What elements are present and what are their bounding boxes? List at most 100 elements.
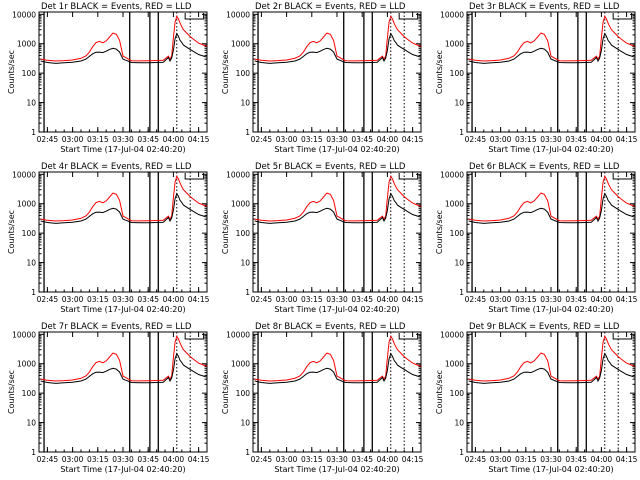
y-tick-label: 1000 [231, 200, 250, 209]
bracket-marker [398, 333, 419, 340]
y-tick-label: 1 [31, 288, 36, 297]
y-tick-label: 100 [22, 69, 37, 78]
x-tick-label: 02:45 [251, 135, 273, 144]
series-events-line [468, 32, 636, 64]
plot-frame [38, 331, 208, 453]
series-lld-line [40, 335, 208, 382]
x-tick-label: 04:00 [591, 135, 613, 144]
x-tick-label: 03:30 [112, 135, 134, 144]
y-axis-label: Counts/sec [435, 50, 444, 94]
series-events-line [40, 192, 208, 224]
panel-title: Det 1r BLACK = Events, RED = LLD [41, 2, 192, 12]
y-axis-label: Counts/sec [221, 370, 230, 414]
x-tick-label: 03:45 [351, 135, 373, 144]
x-tick-label: 04:00 [377, 135, 399, 144]
bracket-marker [184, 173, 205, 180]
panel-title: Det 6r BLACK = Events, RED = LLD [469, 162, 620, 172]
y-tick-label: 1 [31, 128, 36, 137]
series-lld-line [468, 175, 636, 222]
x-tick-label: 03:45 [137, 455, 159, 464]
y-tick-label: 1000 [445, 40, 464, 49]
x-tick-label: 03:30 [112, 455, 134, 464]
x-tick-label: 03:30 [326, 135, 348, 144]
x-axis-label: Start Time (17-Jul-04 02:40:20) [60, 465, 185, 474]
plot-frame [38, 171, 208, 293]
y-tick-label: 100 [236, 69, 251, 78]
panel-det-9: Det 9r BLACK = Events, RED = LLD 1 10 100 10… [435, 322, 638, 474]
x-tick-label: 04:15 [616, 455, 638, 464]
x-tick-label: 03:45 [565, 135, 587, 144]
x-axis-label: Start Time (17-Jul-04 02:40:20) [274, 465, 399, 474]
panel-title: Det 8r BLACK = Events, RED = LLD [255, 322, 406, 332]
x-tick-label: 03:15 [87, 295, 109, 304]
x-tick-label: 04:00 [591, 295, 613, 304]
x-tick-label: 03:15 [515, 135, 537, 144]
y-tick-label: 1 [459, 448, 464, 457]
y-tick-label: 1000 [231, 40, 250, 49]
x-tick-label: 03:30 [112, 295, 134, 304]
x-tick-label: 02:45 [37, 455, 59, 464]
series-events-line [468, 352, 636, 384]
series-events-line [254, 32, 422, 64]
y-tick-label: 100 [450, 389, 465, 398]
x-tick-label: 04:00 [591, 455, 613, 464]
y-tick-label: 10000 [226, 170, 250, 179]
x-tick-label: 02:45 [465, 295, 487, 304]
x-tick-label: 03:45 [351, 455, 373, 464]
x-tick-label: 03:30 [326, 295, 348, 304]
x-tick-label: 03:45 [565, 455, 587, 464]
x-tick-label: 03:15 [515, 295, 537, 304]
y-tick-label: 1000 [445, 360, 464, 369]
series-events-line [40, 32, 208, 64]
y-tick-label: 100 [236, 229, 251, 238]
y-tick-label: 10000 [12, 10, 36, 19]
y-tick-label: 100 [22, 229, 37, 238]
y-tick-label: 10000 [440, 10, 464, 19]
y-tick-label: 1 [31, 448, 36, 457]
x-axis-label: Start Time (17-Jul-04 02:40:20) [274, 145, 399, 154]
y-tick-label: 10000 [226, 10, 250, 19]
panel-title: Det 2r BLACK = Events, RED = LLD [255, 2, 406, 12]
y-tick-label: 1 [459, 128, 464, 137]
bracket-marker [398, 173, 419, 180]
y-tick-label: 1 [245, 448, 250, 457]
series-lld-line [254, 175, 422, 222]
y-tick-label: 100 [450, 229, 465, 238]
x-tick-label: 04:15 [188, 135, 210, 144]
x-tick-label: 03:30 [326, 455, 348, 464]
x-tick-label: 03:00 [62, 135, 84, 144]
x-tick-label: 03:00 [62, 455, 84, 464]
y-tick-label: 10 [26, 259, 36, 268]
y-tick-label: 1 [245, 128, 250, 137]
plot-frame [252, 171, 422, 293]
x-tick-label: 04:00 [377, 455, 399, 464]
y-tick-label: 10 [240, 259, 250, 268]
series-lld-line [40, 175, 208, 222]
x-tick-label: 04:00 [163, 135, 185, 144]
x-tick-label: 04:15 [402, 135, 424, 144]
bracket-marker [184, 333, 205, 340]
x-tick-label: 04:15 [402, 455, 424, 464]
bracket-marker [612, 173, 633, 180]
panel-det-1: Det 1r BLACK = Events, RED = LLD 1 10 100 10… [7, 2, 210, 154]
y-axis-label: Counts/sec [435, 370, 444, 414]
x-axis-label: Start Time (17-Jul-04 02:40:20) [488, 305, 613, 314]
y-tick-label: 1 [245, 288, 250, 297]
x-axis-label: Start Time (17-Jul-04 02:40:20) [274, 305, 399, 314]
series-events-line [254, 352, 422, 384]
panel-det-4: Det 4r BLACK = Events, RED = LLD 1 10 100 10… [7, 162, 210, 314]
x-tick-label: 03:30 [540, 295, 562, 304]
bracket-marker [184, 13, 205, 20]
x-tick-label: 03:00 [62, 295, 84, 304]
x-tick-label: 03:00 [276, 135, 298, 144]
y-tick-label: 10 [240, 419, 250, 428]
series-lld-line [40, 15, 208, 62]
y-tick-label: 100 [236, 389, 251, 398]
series-lld-line [254, 335, 422, 382]
x-tick-label: 03:15 [301, 295, 323, 304]
x-tick-label: 03:00 [490, 455, 512, 464]
y-tick-label: 10000 [226, 330, 250, 339]
series-events-line [468, 192, 636, 224]
x-tick-label: 02:45 [465, 455, 487, 464]
